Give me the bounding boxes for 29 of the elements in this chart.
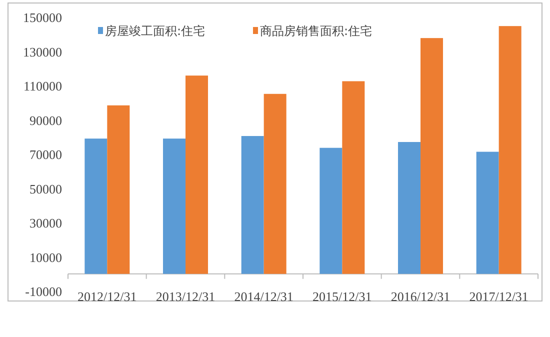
y-tick-label: 150000 — [23, 10, 62, 25]
x-tick-label: 2014/12/31 — [234, 289, 294, 304]
bar — [264, 94, 286, 274]
x-tick-label: 2015/12/31 — [312, 289, 372, 304]
bar — [498, 26, 522, 274]
y-tick-label: 10000 — [30, 250, 62, 265]
y-tick-label: -10000 — [25, 284, 62, 299]
legend-label: 房屋竣工面积:住宅 — [105, 24, 206, 38]
bar — [84, 138, 108, 274]
y-tick-label: 30000 — [30, 216, 62, 230]
bar — [320, 148, 342, 274]
x-tick-label: 2013/12/31 — [156, 289, 216, 304]
x-tick-label: 2016/12/31 — [390, 289, 450, 304]
x-tick-label: 2017/12/31 — [469, 289, 528, 304]
y-tick-label: 70000 — [30, 147, 62, 162]
bar — [186, 76, 208, 274]
bar — [420, 38, 443, 274]
y-tick-label: 130000 — [23, 44, 62, 60]
bar — [476, 152, 499, 274]
x-tick-label: 2012/12/31 — [78, 289, 137, 304]
y-tick-label: 110000 — [23, 78, 62, 94]
bar — [241, 136, 264, 274]
bar — [398, 142, 420, 274]
y-tick-label: 90000 — [30, 112, 62, 128]
legend-label: 商品房销售面积:住宅 — [260, 24, 372, 38]
bar — [163, 138, 186, 274]
bar — [107, 105, 130, 274]
y-tick-label: 50000 — [30, 181, 62, 196]
bar — [342, 81, 365, 274]
